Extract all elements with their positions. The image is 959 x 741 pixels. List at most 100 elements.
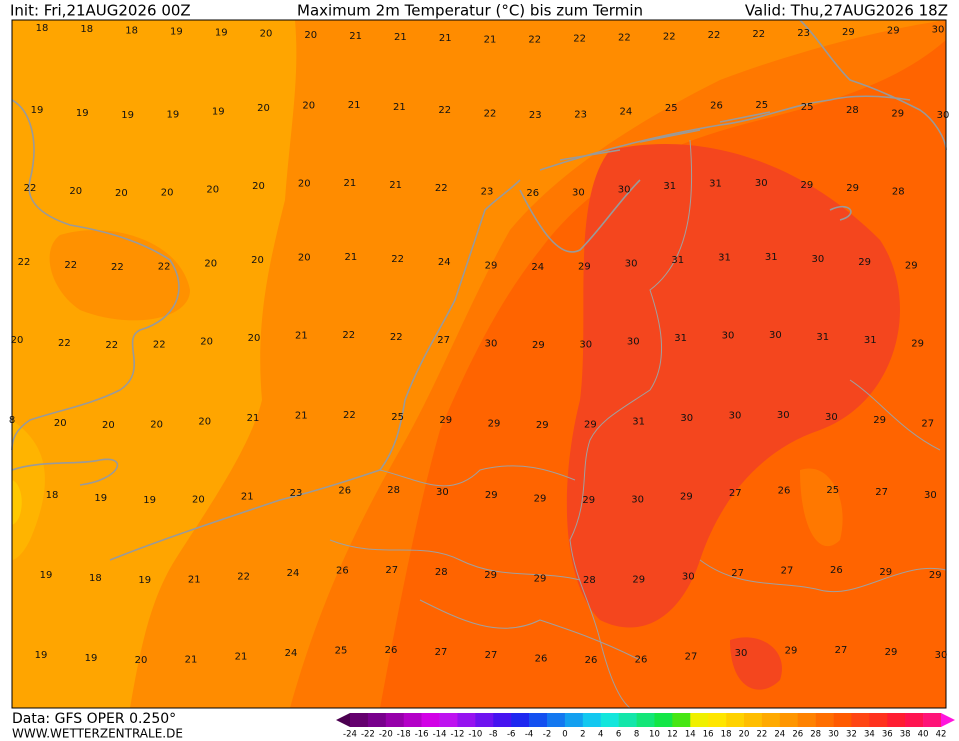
colorbar-label: -8 xyxy=(489,730,497,740)
temperature-label: 31 xyxy=(674,333,687,344)
temperature-label: 30 xyxy=(579,339,592,350)
colorbar-label: -6 xyxy=(507,730,515,740)
temperature-label: 30 xyxy=(935,650,948,661)
temperature-label: 28 xyxy=(387,485,400,496)
temperature-label: 30 xyxy=(924,490,937,501)
temperature-label: 20 xyxy=(257,103,270,114)
temperature-label: 29 xyxy=(891,108,904,119)
temperature-label: 26 xyxy=(535,653,548,664)
temperature-label: 20 xyxy=(298,179,311,190)
temperature-label: 24 xyxy=(285,648,298,659)
colorbar-label: 28 xyxy=(810,730,821,740)
temperature-label: 28 xyxy=(846,105,859,116)
temperature-label: 19 xyxy=(76,108,89,119)
temperature-label: 29 xyxy=(929,570,942,581)
temperature-label: 26 xyxy=(710,101,723,112)
colorbar-swatch xyxy=(600,713,619,727)
colorbar-label: 16 xyxy=(703,730,714,740)
temperature-label: 20 xyxy=(115,188,128,199)
temperature-label: 27 xyxy=(835,645,848,656)
temperature-label: 29 xyxy=(632,574,645,585)
colorbar: -24 -22 -20 -18 -16 -14 -12 -10 -8 -6 -4 -2 0 2 4 6 8 10 1… xyxy=(336,713,955,740)
temperature-label: 31 xyxy=(765,252,778,263)
temperature-label: 27 xyxy=(437,335,450,346)
colorbar-swatch xyxy=(744,713,763,727)
temperature-label: 29 xyxy=(488,418,501,429)
colorbar-swatch xyxy=(905,713,924,727)
temperature-label: 22 xyxy=(342,330,355,341)
temperature-label: 29 xyxy=(534,573,547,584)
temperature-label: 21 xyxy=(389,180,402,191)
colorbar-swatch xyxy=(815,713,834,727)
temperature-label: 18 xyxy=(36,23,49,34)
temperature-label: 27 xyxy=(731,568,744,579)
temperature-label: 19 xyxy=(85,653,98,664)
temperature-label: 24 xyxy=(620,107,633,118)
map-background xyxy=(12,20,946,708)
temperature-label: 24 xyxy=(531,262,544,273)
colorbar-swatch xyxy=(547,713,566,727)
temperature-label: 21 xyxy=(241,492,254,503)
temperature-label: 22 xyxy=(528,35,541,46)
temperature-label: 22 xyxy=(618,32,631,43)
temperature-label: 22 xyxy=(158,261,171,272)
temperature-label: 21 xyxy=(235,652,248,663)
colorbar-label: 32 xyxy=(846,730,857,740)
colorbar-label: 36 xyxy=(882,730,893,740)
temperature-label: 28 xyxy=(892,186,905,197)
temperature-label: 29 xyxy=(485,260,498,271)
colorbar-label: 8 xyxy=(634,730,639,740)
temperature-label: 20 xyxy=(298,253,311,264)
temperature-label: 31 xyxy=(632,417,645,428)
valid-time: Valid: Thu,27AUG2026 18Z xyxy=(745,2,948,20)
colorbar-swatch xyxy=(654,713,673,727)
colorbar-swatch xyxy=(761,713,781,727)
temperature-label: 30 xyxy=(680,413,693,424)
temperature-label: 30 xyxy=(755,178,768,189)
temperature-label: 30 xyxy=(631,494,644,505)
temperature-label: 23 xyxy=(574,109,587,120)
temperature-label: 26 xyxy=(635,654,648,665)
temperature-label: 22 xyxy=(708,30,721,41)
colorbar-swatch xyxy=(779,713,799,727)
colorbar-arrow xyxy=(336,713,350,727)
colorbar-label: -12 xyxy=(451,730,465,740)
temperature-label: 22 xyxy=(438,105,451,116)
temperature-label: 31 xyxy=(709,179,722,190)
temperature-label: 21 xyxy=(185,654,198,665)
temperature-label: 20 xyxy=(260,29,273,40)
temperature-label: 30 xyxy=(735,648,748,659)
temperature-label: 26 xyxy=(830,565,843,576)
temperature-label: 30 xyxy=(722,331,735,342)
colorbar-label: 30 xyxy=(828,730,839,740)
colorbar-swatch xyxy=(690,713,709,727)
temperature-label: 31 xyxy=(816,332,829,343)
temperature-label: 19 xyxy=(143,495,156,506)
temperature-label: 25 xyxy=(755,100,768,111)
borders xyxy=(329,139,947,709)
temperature-label: 20 xyxy=(198,417,211,428)
temperature-label: 21 xyxy=(188,574,201,585)
temperature-label: 26 xyxy=(585,655,598,666)
temperature-label: 30 xyxy=(769,330,782,341)
temperature-label: 29 xyxy=(885,647,898,658)
colorbar-label: -2 xyxy=(543,730,551,740)
temperature-label: 20 xyxy=(204,259,217,270)
temperature-label: 30 xyxy=(436,487,449,498)
temperature-label: 29 xyxy=(801,180,814,191)
colorbar-swatch xyxy=(421,713,440,727)
temperature-label: 19 xyxy=(212,107,225,118)
temperature-label: 23 xyxy=(529,110,542,121)
temperature-label: 30 xyxy=(932,25,945,36)
temperature-label: 27 xyxy=(921,418,934,429)
temperature-label: 20 xyxy=(304,30,317,41)
colorbar-swatch xyxy=(529,713,548,727)
temperature-label: 20 xyxy=(54,418,67,429)
colorbar-swatch xyxy=(797,713,816,727)
colorbar-swatch xyxy=(708,713,727,727)
temperature-label: 29 xyxy=(879,567,892,578)
colorbar-swatch xyxy=(636,713,655,727)
colorbar-swatch xyxy=(726,713,745,727)
temperature-label: 26 xyxy=(336,566,349,577)
